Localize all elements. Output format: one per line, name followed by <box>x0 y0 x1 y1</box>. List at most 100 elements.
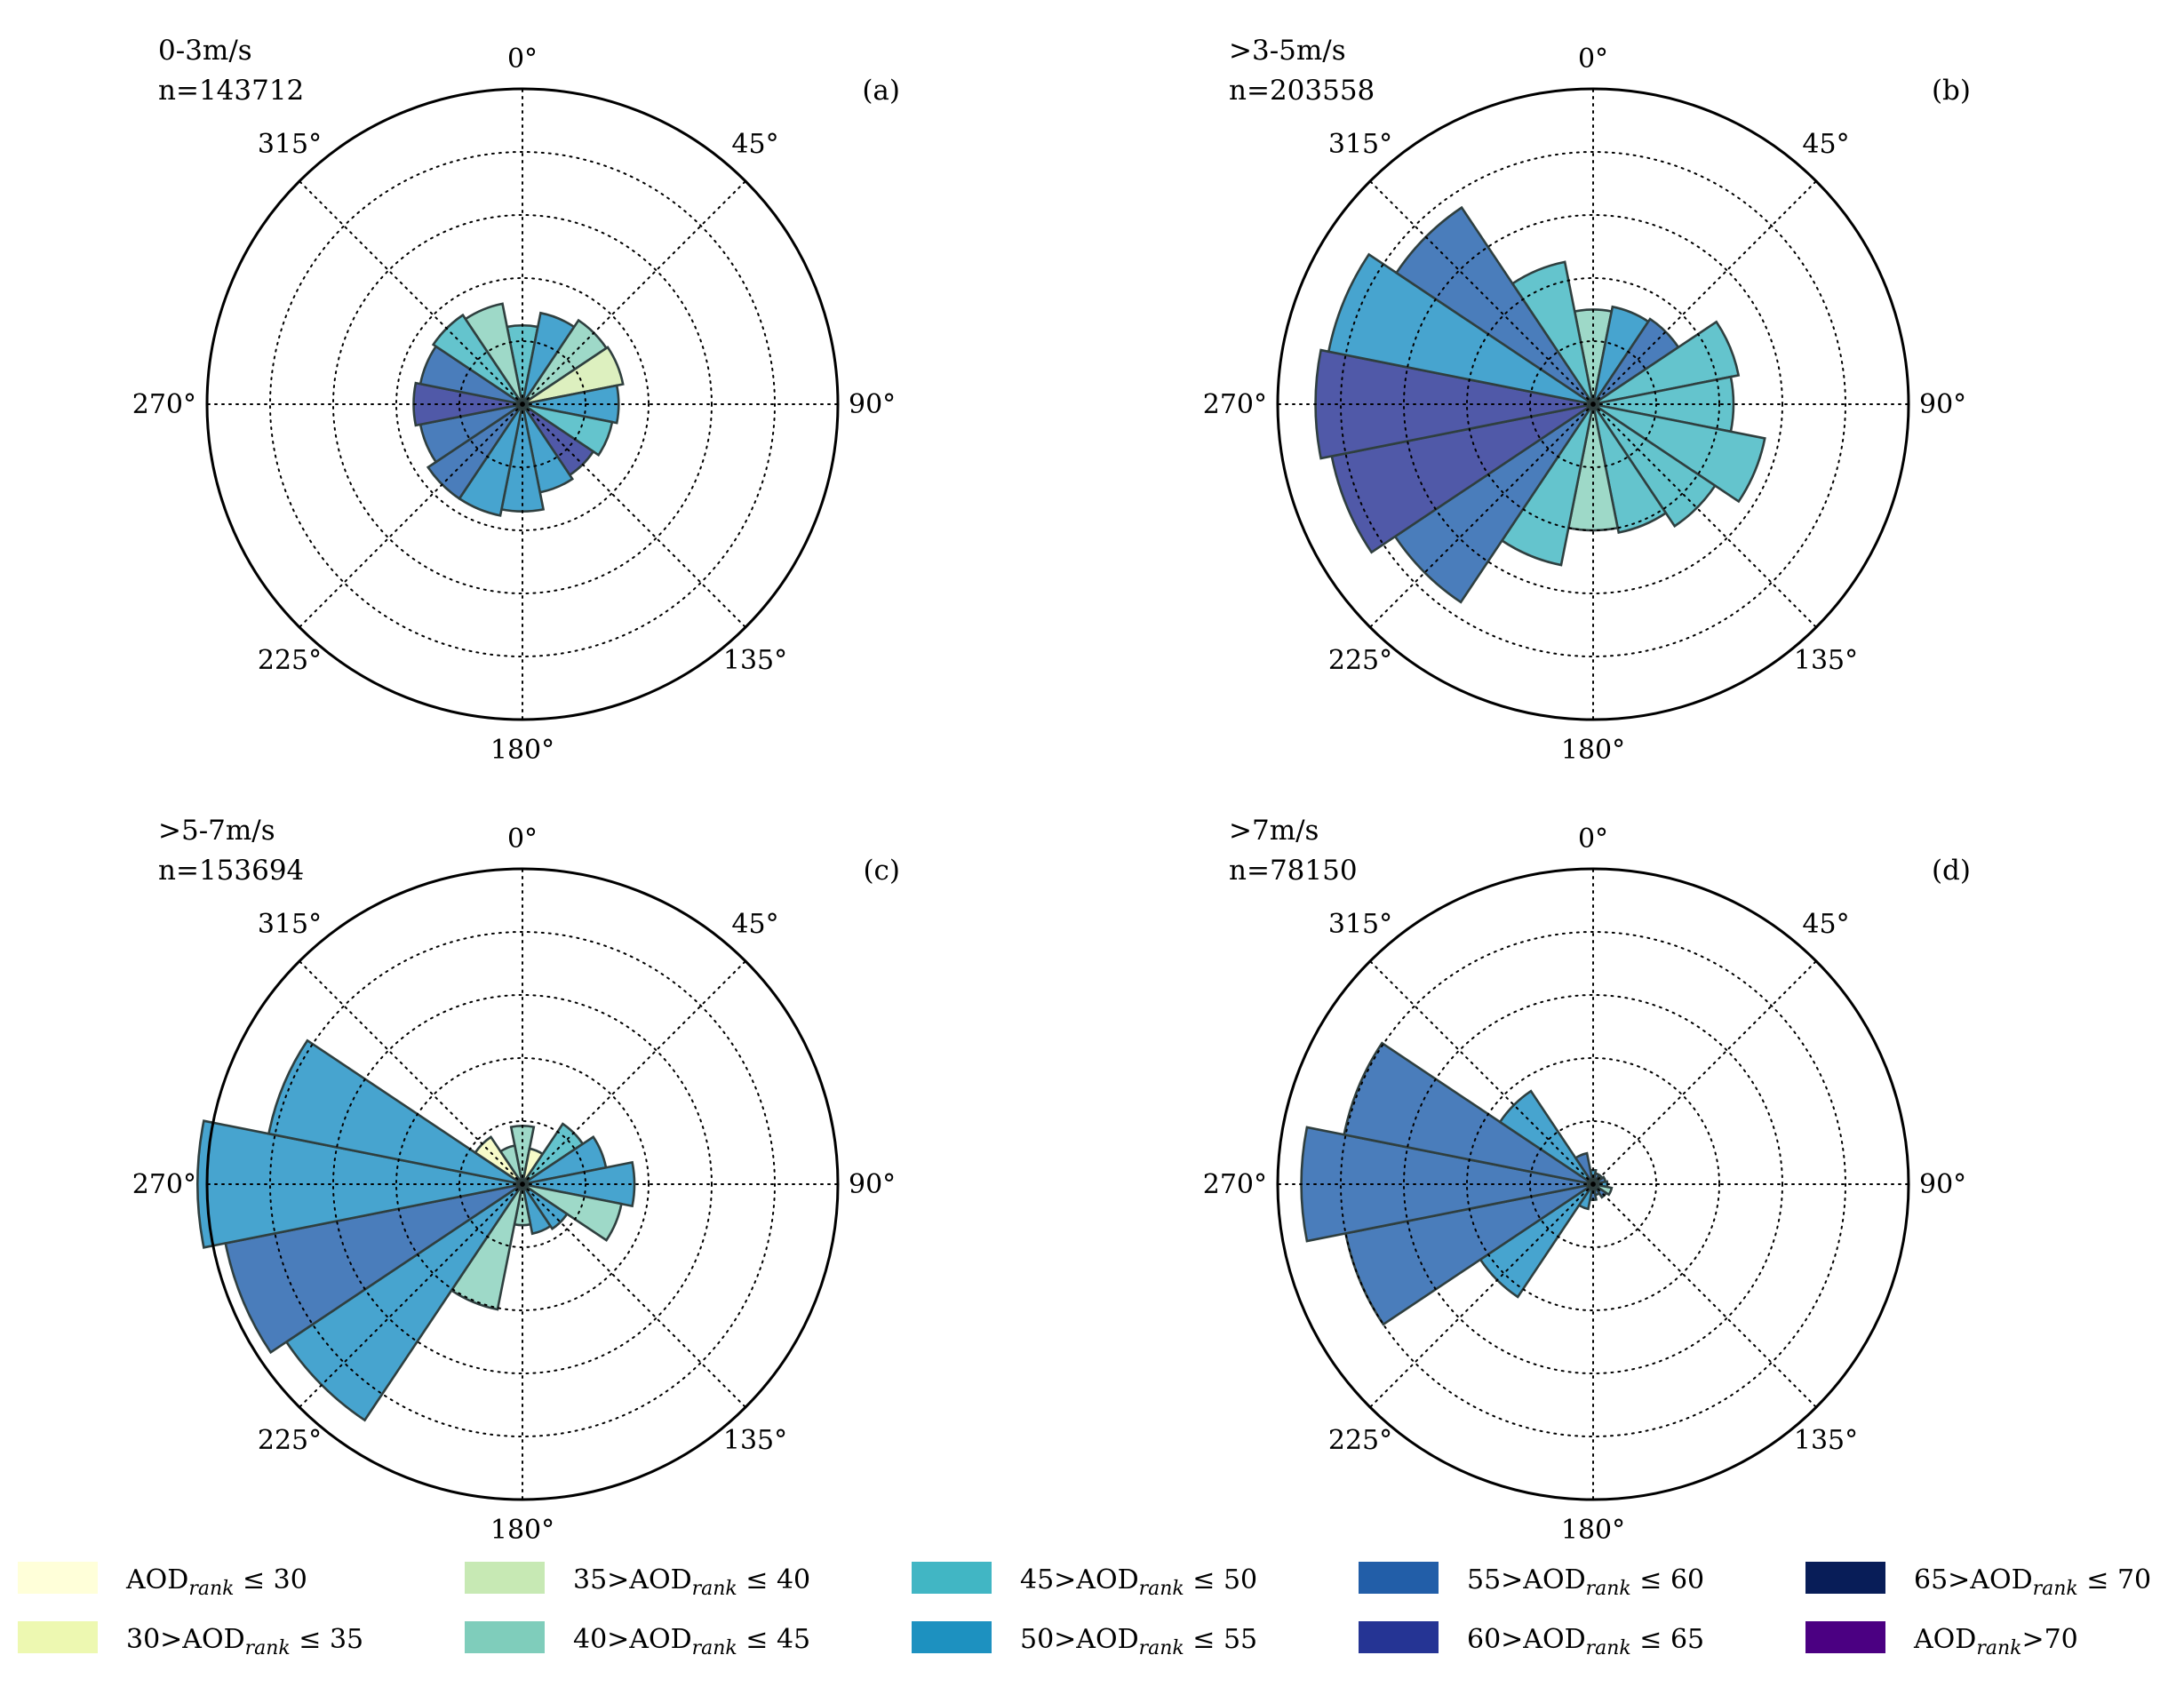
legend-label: 30>AODrank ≤ 35 <box>126 1624 363 1659</box>
legend-label: 60>AODrank ≤ 65 <box>1467 1624 1704 1659</box>
grid-ring <box>1340 151 1846 657</box>
direction-label: 45° <box>731 909 778 940</box>
direction-label: 135° <box>1794 645 1858 676</box>
direction-label: 270° <box>1203 1169 1267 1200</box>
direction-label: 270° <box>1203 389 1267 420</box>
outer-circle <box>1276 867 1910 1501</box>
bar-c-337.5 <box>498 1143 524 1185</box>
grid-spoke <box>1592 403 1818 629</box>
grid-ring <box>1466 277 1720 531</box>
direction-label: 90° <box>1919 389 1966 420</box>
direction-label: 225° <box>258 1425 322 1456</box>
direction-label: 180° <box>1561 1515 1625 1546</box>
grid-spoke <box>298 1183 523 1409</box>
legend-swatch <box>1359 1621 1439 1653</box>
bar-d-292.5 <box>1343 1041 1594 1186</box>
legend-swatch <box>1805 1621 1885 1653</box>
bar-c-157.5 <box>521 1183 553 1236</box>
bar-a-67.5 <box>522 346 625 406</box>
outer-circle <box>1276 87 1910 721</box>
bar-b-157.5 <box>1591 403 1668 535</box>
panel-tag: (d) <box>1932 855 1971 887</box>
direction-label: 180° <box>490 1515 554 1546</box>
grid-spoke <box>298 179 523 405</box>
direction-label: 315° <box>258 909 322 940</box>
panel-speed-label: >7m/s <box>1229 815 1319 847</box>
direction-label: 180° <box>490 735 554 766</box>
grid-spoke <box>298 959 523 1185</box>
direction-label: 45° <box>1802 129 1849 160</box>
grid-spoke <box>1368 179 1594 405</box>
polar-panel-c: 0° 45° 90° 135° 180° 225° 270° 315° >5-7m/s n=153… <box>132 815 900 1546</box>
bar-b-247.5 <box>1330 402 1594 554</box>
direction-label: 45° <box>1802 909 1849 940</box>
polar-panel-d: 0° 45° 90° 135° 180° 225° 270° 315° >7m/s n=78150… <box>1203 815 1971 1546</box>
grid-spoke <box>298 403 523 629</box>
bar-c-112.5 <box>522 1182 623 1242</box>
bar-d-337.5 <box>1574 1151 1595 1185</box>
legend: AODrank ≤ 30 30>AODrank ≤ 35 35>AODrank ≤ … <box>18 1562 2151 1659</box>
grid-spoke <box>522 959 747 1185</box>
bar-b-67.5 <box>1592 320 1741 406</box>
grid-spoke <box>1368 959 1594 1185</box>
bar-c-247.5 <box>224 1182 523 1355</box>
direction-label: 225° <box>1328 645 1392 676</box>
grid-spoke <box>522 1183 747 1409</box>
bar-b-112.5 <box>1592 402 1766 504</box>
direction-label: 135° <box>723 1425 787 1456</box>
grid-spoke <box>1592 1183 1818 1409</box>
legend-label: AODrank ≤ 30 <box>125 1564 307 1600</box>
legend-swatch <box>18 1621 98 1653</box>
direction-label: 0° <box>507 824 538 855</box>
legend-swatch <box>912 1621 992 1653</box>
bar-b-292.5 <box>1327 252 1594 406</box>
panel-speed-label: >3-5m/s <box>1229 35 1346 67</box>
outer-circle <box>205 867 840 1501</box>
direction-label: 135° <box>723 645 787 676</box>
direction-label: 90° <box>1919 1169 1966 1200</box>
legend-label: AODrank>70 <box>1913 1624 2078 1659</box>
grid-ring <box>1403 994 1783 1374</box>
bar-c-270 <box>196 1119 523 1249</box>
direction-label: 90° <box>849 1169 896 1200</box>
legend-label: 50>AODrank ≤ 55 <box>1020 1624 1257 1659</box>
legend-swatch <box>1359 1562 1439 1594</box>
grid-ring <box>395 1057 650 1311</box>
legend-swatch <box>465 1562 545 1594</box>
bar-a-337.5 <box>464 302 524 405</box>
panel-speed-label: 0-3m/s <box>158 35 252 67</box>
direction-label: 270° <box>132 389 196 420</box>
panel-count-label: n=78150 <box>1229 855 1358 887</box>
legend-swatch <box>18 1562 98 1594</box>
bar-b-337.5 <box>1510 260 1595 405</box>
direction-label: 0° <box>1578 44 1608 75</box>
panel-tag: (c) <box>863 855 900 887</box>
grid-ring <box>332 214 713 594</box>
direction-label: 315° <box>1328 909 1392 940</box>
grid-ring <box>269 151 776 657</box>
outer-circle <box>205 87 840 721</box>
grid-spoke <box>1592 179 1818 405</box>
grid-ring <box>1466 1057 1720 1311</box>
polar-panel-b: 0° 45° 90° 135° 180° 225° 270° 315° >3-5m/s n=203… <box>1203 35 1971 766</box>
panel-speed-label: >5-7m/s <box>158 815 275 847</box>
direction-label: 0° <box>507 44 538 75</box>
legend-label: 55>AODrank ≤ 60 <box>1467 1564 1704 1600</box>
grid-ring <box>1403 214 1783 594</box>
direction-label: 270° <box>132 1169 196 1200</box>
panel-count-label: n=143712 <box>158 75 304 107</box>
legend-swatch <box>465 1621 545 1653</box>
direction-label: 0° <box>1578 824 1608 855</box>
direction-label: 315° <box>1328 129 1392 160</box>
grid-spoke <box>522 179 747 405</box>
polar-panel-a: 0° 45° 90° 135° 180° 225° 270° 315° 0-3m/s n=1437… <box>132 35 900 766</box>
grid-ring <box>269 931 776 1437</box>
panel-tag: (a) <box>862 75 900 107</box>
bar-a-112.5 <box>522 402 614 458</box>
direction-label: 225° <box>1328 1425 1392 1456</box>
panel-count-label: n=153694 <box>158 855 304 887</box>
bar-a-90 <box>522 384 620 425</box>
grid-ring <box>1340 931 1846 1437</box>
legend-swatch <box>912 1562 992 1594</box>
grid-ring <box>395 277 650 531</box>
